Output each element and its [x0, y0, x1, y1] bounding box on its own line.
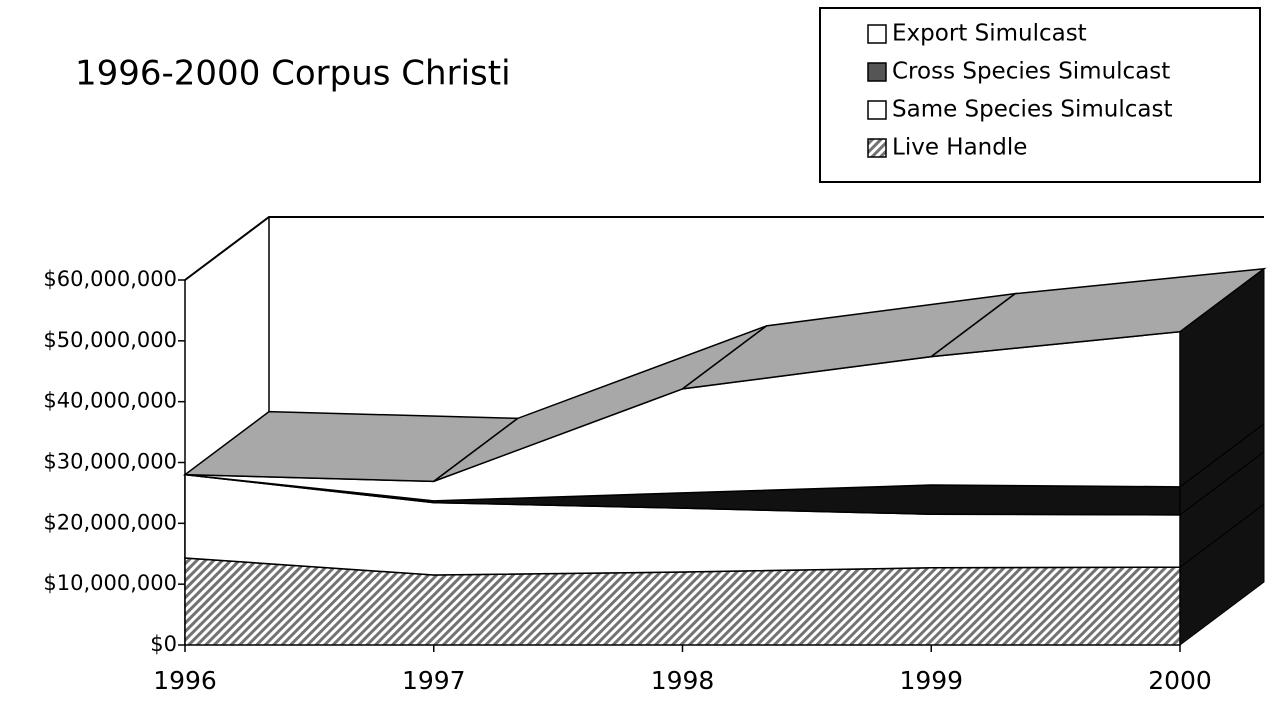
back-wall [184, 216, 1264, 281]
chart-title: 1996-2000 Corpus Christi [75, 54, 511, 94]
y-tick-label: $20,000,000 [43, 510, 177, 534]
y-tick-label: $60,000,000 [43, 267, 177, 291]
legend-label: Live Handle [892, 135, 1027, 161]
area-top [928, 267, 1267, 358]
legend-swatch [867, 24, 887, 44]
x-tick-label: 2000 [1148, 666, 1212, 695]
x-tick-label: 1998 [651, 666, 715, 695]
legend-box [819, 7, 1261, 183]
legend-label: Export Simulcast [892, 21, 1087, 47]
y-tick-label: $0 [150, 632, 177, 656]
legend-swatch [867, 100, 887, 120]
x-tick-label: 1997 [402, 666, 466, 695]
legend-label: Same Species Simulcast [892, 97, 1173, 123]
legend-swatch [867, 62, 887, 82]
y-tick-label: $50,000,000 [43, 328, 177, 352]
y-tick-label: $10,000,000 [43, 571, 177, 595]
legend-label: Cross Species Simulcast [892, 59, 1170, 85]
y-tick-label: $30,000,000 [43, 450, 177, 474]
x-tick-label: 1996 [153, 666, 217, 695]
y-tick-label: $40,000,000 [43, 389, 177, 413]
legend-swatch [867, 138, 887, 158]
legend: Export Simulcast Cross Species Simulcast S… [819, 7, 1261, 183]
x-tick-label: 1999 [899, 666, 963, 695]
